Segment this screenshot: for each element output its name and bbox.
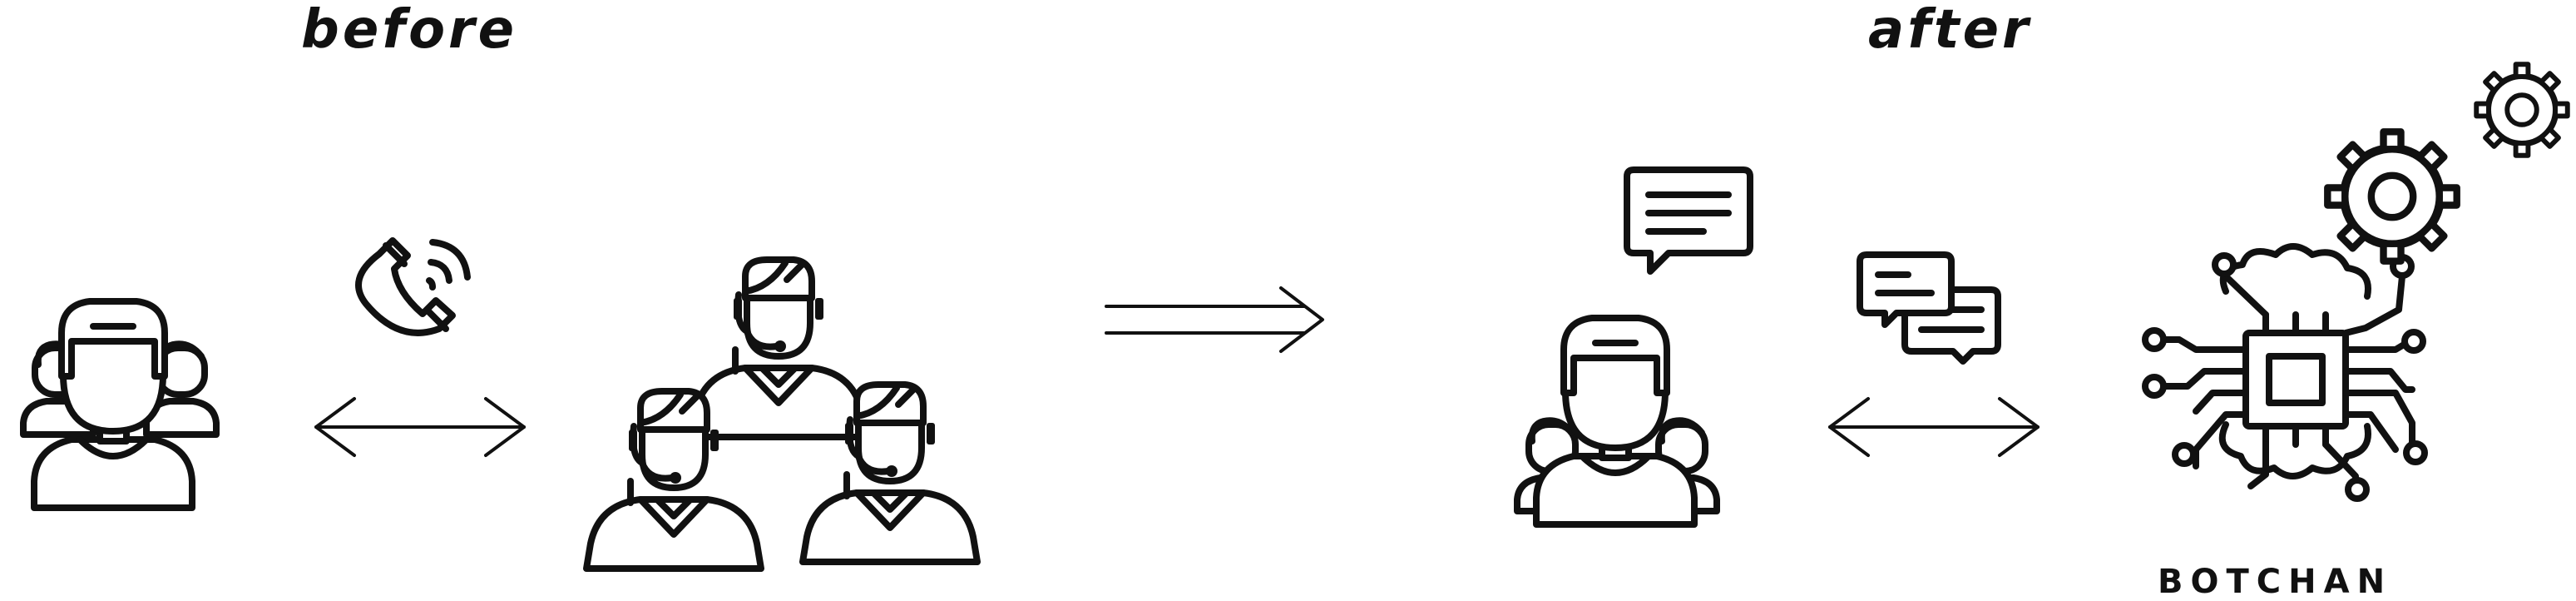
before-label: before [301, 0, 517, 61]
chat-bubbles-icon [1857, 251, 2001, 365]
transition-arrow-icon [1105, 286, 1324, 353]
customer-chat-icon [1517, 166, 1753, 524]
brand-label: BOTCHAN [2158, 563, 2393, 601]
speech-bubble-icon [1624, 166, 1753, 275]
gears-icon [2327, 64, 2567, 261]
exchange-arrow-after [1828, 397, 2040, 457]
ai-brain-chip-icon [2142, 243, 2428, 502]
customer-group-icon [23, 301, 216, 508]
after-label: after [1868, 0, 2032, 61]
phone-call-icon [355, 237, 471, 336]
call-center-agents-icon [586, 260, 977, 569]
exchange-arrow-before [314, 397, 526, 457]
